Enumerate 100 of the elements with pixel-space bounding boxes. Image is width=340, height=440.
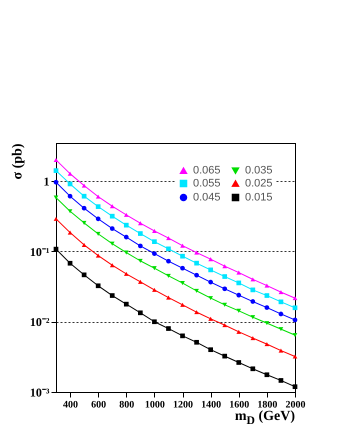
point <box>110 263 115 268</box>
point <box>236 360 242 365</box>
point <box>138 244 143 248</box>
point <box>292 333 298 338</box>
point <box>180 302 185 307</box>
point <box>138 280 143 284</box>
x-tick-label: 1000 <box>144 400 165 410</box>
x-tick-label: 1800 <box>257 400 278 410</box>
point <box>180 333 185 338</box>
point <box>264 372 270 378</box>
point <box>124 302 129 306</box>
point <box>124 250 129 255</box>
point <box>222 323 228 328</box>
point <box>278 378 284 383</box>
point <box>222 302 228 307</box>
x-tick-label: 1600 <box>229 400 250 410</box>
x-tick-label: 2000 <box>286 400 306 410</box>
x-axis-title: m$_{D}$ (GeV) <box>234 409 295 427</box>
point <box>222 354 228 358</box>
point <box>96 283 101 288</box>
point <box>166 246 171 252</box>
point <box>82 206 86 211</box>
point <box>180 281 185 286</box>
point <box>292 384 298 390</box>
point <box>54 158 58 162</box>
point <box>68 209 72 214</box>
point <box>264 284 270 288</box>
point <box>110 226 115 231</box>
point <box>82 272 86 278</box>
point <box>166 236 171 240</box>
point <box>82 242 86 247</box>
point <box>236 330 242 334</box>
legend-label: 0.025 <box>245 178 273 190</box>
legend-label: 0.035 <box>245 164 273 177</box>
point <box>292 305 298 310</box>
point <box>68 260 72 266</box>
point <box>236 280 242 286</box>
point <box>110 293 115 298</box>
point <box>96 254 101 258</box>
point <box>124 272 129 276</box>
point <box>54 246 58 252</box>
point <box>110 242 115 246</box>
point <box>166 326 171 331</box>
point <box>54 168 58 173</box>
point <box>68 230 72 235</box>
point <box>152 228 157 233</box>
legend-label: 0.065 <box>193 164 221 177</box>
point <box>278 312 284 316</box>
point <box>180 254 185 259</box>
y-tick-label: 10⁻¹ <box>30 244 50 259</box>
point <box>180 266 185 271</box>
point <box>82 194 86 199</box>
point <box>278 290 284 294</box>
point <box>152 251 157 256</box>
point <box>208 347 213 352</box>
point <box>96 232 101 236</box>
point <box>264 305 270 310</box>
point <box>208 268 213 272</box>
point <box>166 296 171 300</box>
legend-label: 0.045 <box>193 192 221 204</box>
x-tick-label: 1200 <box>173 400 194 410</box>
point <box>236 292 242 298</box>
point <box>68 182 72 186</box>
point <box>222 274 228 279</box>
point <box>292 318 298 322</box>
point <box>96 204 101 209</box>
x-tick-label: 1400 <box>201 400 222 410</box>
x-tick-label: 600 <box>91 400 106 410</box>
y-axis-title: σ (pb) <box>10 143 26 180</box>
point <box>236 308 242 313</box>
point <box>152 266 157 270</box>
point <box>264 321 270 326</box>
point <box>292 296 298 300</box>
y-tick-label: 10⁻² <box>30 315 50 330</box>
point <box>54 180 58 185</box>
point <box>292 354 298 359</box>
point <box>138 231 143 236</box>
point <box>110 204 115 208</box>
point <box>250 288 256 292</box>
point <box>96 216 101 222</box>
point <box>208 296 213 300</box>
point <box>166 274 171 278</box>
point <box>222 286 228 292</box>
point <box>124 234 129 240</box>
point <box>82 220 86 225</box>
point <box>250 315 256 320</box>
point <box>152 239 157 244</box>
point <box>278 299 284 304</box>
point <box>54 216 58 221</box>
point <box>166 258 171 264</box>
point <box>250 299 256 304</box>
point <box>208 316 213 321</box>
point <box>152 319 157 324</box>
point <box>264 293 270 298</box>
x-tick-label: 400 <box>63 400 78 410</box>
y-tick-label: 1 <box>44 174 50 189</box>
point <box>110 214 115 219</box>
point <box>138 258 143 263</box>
point <box>278 327 284 332</box>
point <box>194 260 199 266</box>
